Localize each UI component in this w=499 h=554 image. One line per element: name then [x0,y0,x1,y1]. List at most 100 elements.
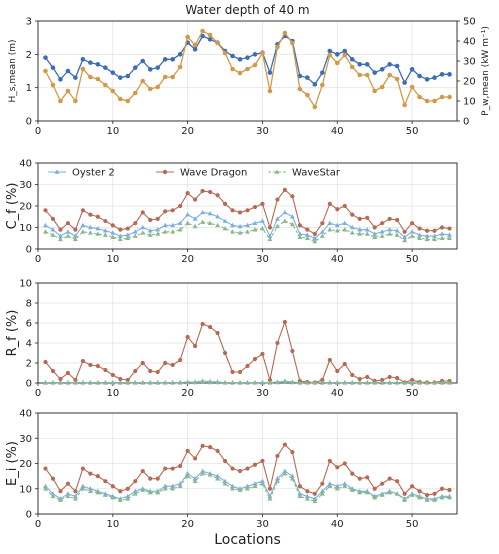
data-point [289,221,295,227]
data-point [73,496,78,501]
y-tick-label: 2 [26,359,32,370]
data-point [162,74,168,80]
data-point [260,458,265,464]
x-tick-label: 50 [406,254,419,265]
data-point [320,377,325,383]
data-point [65,221,71,226]
data-point [102,380,108,385]
data-point [80,66,86,72]
data-point [387,374,392,380]
data-point [334,483,340,489]
data-point [177,52,183,57]
data-point [275,453,280,459]
data-point [349,487,355,492]
data-point [304,380,310,385]
data-point [357,376,362,382]
y-axis-label: H_s,mean (m) [8,40,18,103]
data-point [267,496,273,501]
x-tick-label: 0 [35,126,41,137]
y-right-axis-label: P_w,mean (kW m⁻¹) [481,26,491,116]
data-point [282,218,288,223]
data-point [50,216,56,221]
data-point [215,222,220,228]
data-point [73,489,78,494]
data-point [200,188,205,194]
data-point [439,72,445,77]
y-tick-label: 2 [26,50,32,61]
y-axis-label: C_f (%) [5,183,20,230]
data-point [424,236,430,242]
data-point [334,228,340,233]
data-point [222,201,228,206]
data-point [222,481,228,486]
data-point [148,476,153,481]
y-tick-label: 20 [19,202,32,213]
x-tick-label: 10 [106,126,119,137]
data-point [155,380,161,385]
data-point [88,471,93,476]
data-point [140,224,146,230]
data-point [43,483,48,489]
data-point [125,380,131,385]
data-point [132,65,138,70]
data-point [170,208,175,213]
data-point [230,66,235,72]
data-point [379,492,385,497]
x-tick-label: 10 [106,388,119,399]
data-point [110,230,116,235]
data-point [357,476,362,481]
data-point [402,234,408,239]
data-point [95,380,101,385]
data-point [312,104,318,110]
data-point [417,73,422,79]
y-axis-label: R_f (%) [5,310,20,357]
data-point [237,223,243,229]
y-tick-label: 6 [26,319,32,330]
data-point [327,52,333,58]
x-tick-label: 50 [406,519,419,530]
data-point [245,229,250,234]
data-point [43,359,48,365]
data-point [334,486,340,491]
data-point [424,497,430,502]
y-right-tick-label: 0 [463,117,469,128]
data-point [342,361,347,367]
data-point [402,237,408,243]
data-point [50,368,56,374]
legend: Oyster 2 Wave Dragon WaveStar [48,168,341,179]
data-point [65,491,71,496]
data-point [162,229,168,234]
data-point [215,40,220,46]
data-point [73,236,78,242]
data-point [379,67,385,72]
data-point [95,225,101,231]
data-point [200,443,205,448]
data-point [43,208,48,213]
data-point [275,223,280,229]
data-point [327,483,333,489]
data-point [260,481,265,486]
data-point [170,380,176,385]
data-point [379,233,385,238]
series-line [45,320,450,384]
data-point [387,62,392,67]
x-tick-label: 20 [181,254,194,265]
data-point [335,207,340,212]
data-point [267,88,273,94]
data-point [155,65,161,70]
data-point [327,201,332,206]
data-point [394,228,400,233]
data-point [402,491,407,496]
data-point [424,233,430,238]
data-point [65,481,71,486]
data-point [163,209,168,214]
data-point [43,222,48,228]
data-point [87,488,93,494]
data-point [102,232,108,237]
data-point [43,380,48,385]
data-point [417,226,422,231]
x-axis-label: Locations [214,532,281,548]
data-point [155,489,161,495]
legend-marker [54,169,60,174]
data-point [65,233,71,238]
